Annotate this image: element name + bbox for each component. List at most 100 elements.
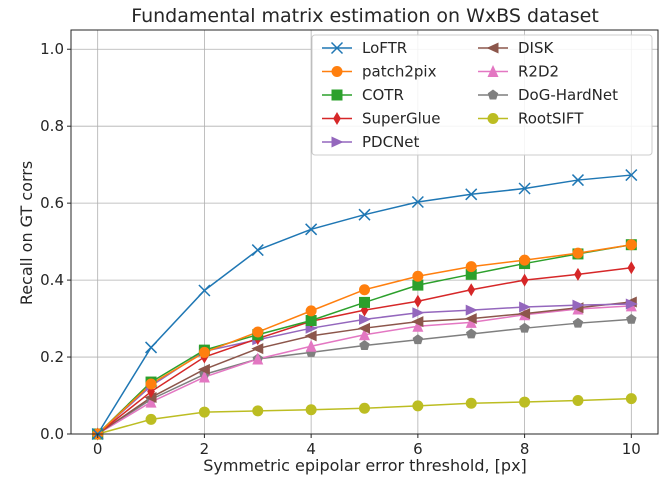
legend-marker: [333, 112, 341, 125]
data-point-r2d2: [412, 319, 424, 332]
data-point-rootsift: [519, 396, 531, 408]
data-point-disk: [197, 363, 210, 375]
data-point-rootsift: [252, 405, 264, 417]
data-point-patch2pix: [145, 378, 157, 390]
legend-marker: [331, 66, 343, 77]
data-point-rootsift: [625, 393, 637, 405]
data-point-disk: [411, 316, 424, 328]
data-point-superglue: [414, 294, 422, 308]
data-point-loftr: [411, 195, 424, 209]
data-point-loftr: [198, 284, 211, 297]
data-point-pdcnet: [519, 301, 532, 313]
legend-label: COTR: [362, 86, 404, 104]
legend-label: PDCNet: [362, 133, 420, 151]
data-point-cotr: [359, 296, 370, 308]
data-point-loftr: [465, 188, 478, 201]
data-point-dog-hardnet: [466, 328, 477, 339]
legend-label: RootSIFT: [518, 110, 584, 128]
legend-label: patch2pix: [362, 63, 437, 81]
series-markers-loftr: [91, 169, 638, 441]
data-point-dog-hardnet: [519, 322, 530, 333]
data-point-cotr: [465, 268, 477, 280]
data-point-dog-hardnet: [626, 313, 637, 324]
legend-label: DISK: [518, 39, 554, 57]
x-tick-label: 4: [306, 440, 316, 458]
legend-entry-cotr: COTR: [322, 86, 404, 104]
data-point-rootsift: [145, 413, 157, 425]
data-point-r2d2: [198, 370, 210, 383]
data-point-pdcnet: [625, 298, 638, 310]
data-point-superglue: [467, 283, 476, 297]
data-point-superglue: [627, 261, 636, 275]
data-point-rootsift: [305, 404, 317, 416]
x-tick-label: 6: [413, 440, 423, 458]
y-tick-label: 0.8: [40, 117, 64, 135]
data-point-patch2pix: [572, 247, 584, 259]
legend-entry-dog-hardnet: DoG-HardNet: [478, 86, 618, 104]
legend-label: R2D2: [518, 63, 559, 81]
data-point-patch2pix: [359, 284, 370, 296]
data-point-r2d2: [252, 352, 264, 365]
data-point-patch2pix: [412, 270, 424, 282]
series-markers-r2d2: [92, 299, 637, 440]
data-point-pdcnet: [465, 304, 478, 316]
y-tick-label: 0.4: [40, 271, 64, 289]
legend-marker: [487, 65, 499, 77]
x-axis-ticks: 0 2 4 6 8 10: [93, 434, 641, 458]
legend-entry-patch2pix: patch2pix: [322, 63, 437, 81]
data-point-disk: [358, 322, 370, 334]
data-point-pdcnet: [359, 313, 371, 325]
data-point-disk: [304, 330, 317, 342]
y-axis-ticks: 0.0 0.2 0.4 0.6 0.8 1.0: [40, 40, 71, 443]
data-point-loftr: [251, 244, 264, 257]
data-point-pdcnet: [412, 307, 425, 319]
data-point-patch2pix: [519, 254, 531, 266]
series-markers: [91, 169, 638, 441]
data-point-rootsift: [572, 395, 584, 407]
data-point-r2d2: [305, 339, 317, 352]
data-point-patch2pix: [465, 261, 477, 273]
data-point-dog-hardnet: [359, 340, 370, 350]
y-tick-label: 1.0: [40, 40, 64, 58]
data-point-superglue: [520, 273, 529, 287]
legend-marker: [486, 42, 499, 54]
data-point-disk: [144, 391, 157, 403]
x-tick-label: 10: [622, 440, 641, 458]
data-point-cotr: [305, 314, 317, 326]
data-point-loftr: [571, 174, 584, 187]
data-point-rootsift: [359, 402, 370, 414]
data-point-patch2pix: [198, 346, 210, 358]
legend: LoFTR patch2pix COTR SuperGlue PDCNet DISK R2D…: [311, 34, 653, 156]
data-point-rootsift: [465, 397, 477, 409]
legend-marker: [331, 89, 343, 101]
legend-entry-disk: DISK: [478, 39, 554, 57]
data-point-rootsift: [198, 406, 210, 418]
data-point-r2d2: [465, 315, 477, 328]
legend-marker: [331, 136, 344, 148]
data-point-loftr: [625, 169, 638, 182]
legend-entry-loftr: LoFTR: [322, 39, 407, 57]
chart-title: Fundamental matrix estimation on WxBS da…: [131, 5, 599, 27]
legend-entry-pdcnet: PDCNet: [322, 133, 420, 151]
data-point-patch2pix: [252, 326, 264, 338]
legend-label: DoG-HardNet: [518, 86, 618, 104]
x-tick-label: 2: [200, 440, 210, 458]
x-tick-label: 0: [93, 440, 103, 458]
data-point-disk: [251, 343, 264, 355]
y-tick-label: 0.6: [40, 194, 64, 212]
data-point-rootsift: [412, 400, 424, 412]
plot-frame: [70, 29, 659, 435]
y-axis-label: Recall on GT corrs: [17, 161, 36, 305]
legend-marker: [487, 113, 499, 124]
data-point-cotr: [412, 279, 424, 291]
y-tick-label: 0.0: [40, 425, 64, 443]
legend-label: SuperGlue: [362, 110, 440, 128]
data-point-superglue: [574, 267, 582, 281]
data-point-dog-hardnet: [572, 317, 584, 328]
legend-marker: [487, 89, 499, 100]
legend-marker: [330, 41, 344, 55]
legend-entry-r2d2: R2D2: [478, 63, 559, 81]
data-point-loftr: [518, 182, 531, 195]
data-point-loftr: [145, 341, 158, 354]
